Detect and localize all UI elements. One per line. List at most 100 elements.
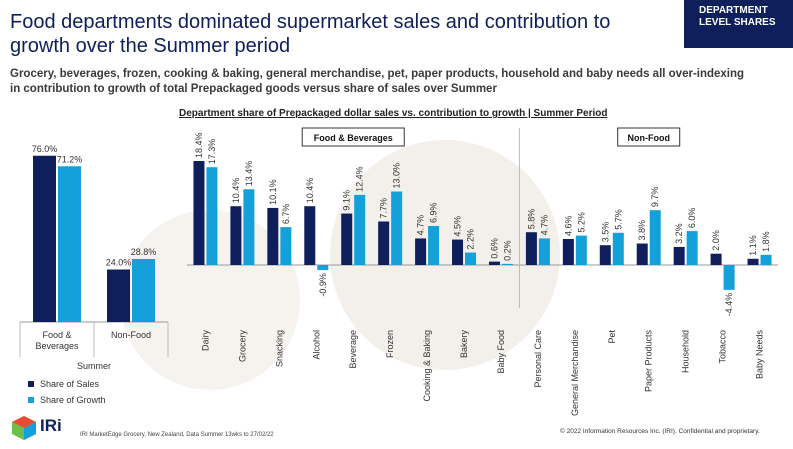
dept-bar-growth	[612, 232, 624, 265]
dept-category-label: Pet	[607, 330, 617, 344]
dept-category-label: Snacking	[274, 330, 284, 367]
dept-category-label: Baby Needs	[755, 330, 765, 380]
dept-label-growth: 12.4%	[355, 166, 365, 192]
dept-label-sales: 4.6%	[563, 215, 573, 236]
dept-label-growth: 2.2%	[466, 229, 476, 250]
legend-item-growth: Share of Growth	[28, 392, 106, 408]
dept-bar-growth	[723, 265, 735, 290]
subtitle-line1: Grocery, beverages, frozen, cooking & ba…	[10, 68, 745, 80]
dept-bar-growth	[391, 191, 403, 265]
section-tag-line2: LEVEL SHARES	[699, 17, 776, 28]
dept-category-label: Personal Care	[533, 330, 543, 388]
summary-bar-sales	[107, 269, 130, 322]
dept-label-sales: 0.6%	[489, 238, 499, 259]
dept-label-sales: 2.0%	[711, 230, 721, 251]
dept-label-sales: 3.8%	[637, 220, 647, 241]
legend-label-sales: Share of Sales	[40, 379, 100, 389]
dept-bar-growth	[501, 263, 513, 265]
legend-item-sales: Share of Sales	[28, 376, 106, 392]
summary-label-sales: 76.0%	[32, 144, 58, 154]
dept-label-growth: 17.3%	[207, 139, 217, 165]
dept-label-growth: 13.0%	[392, 163, 402, 189]
summary-label-growth: 28.8%	[131, 247, 157, 257]
subtitle: Grocery, beverages, frozen, cooking & ba…	[10, 67, 793, 97]
dept-category-label: Alcohol	[311, 330, 321, 360]
dept-label-sales: 18.4%	[194, 132, 204, 158]
legend-label-growth: Share of Growth	[40, 395, 106, 405]
group-label-nonfood: Non-Food	[627, 133, 669, 143]
dept-category-label: Bakery	[459, 330, 469, 359]
dept-label-growth: -4.4%	[724, 293, 734, 317]
dept-category-label: Baby Food	[496, 330, 506, 374]
dept-label-growth: 13.4%	[244, 161, 254, 187]
dept-bar-sales	[636, 243, 648, 265]
copyright-note: © 2022 Information Resources Inc. (IRI).…	[560, 428, 760, 435]
dept-label-growth: 6.9%	[429, 202, 439, 223]
summary-category-label: Non-Food	[111, 330, 151, 340]
dept-category-label: Frozen	[385, 330, 395, 358]
dept-label-sales: 7.7%	[379, 198, 389, 219]
dept-label-sales: 3.2%	[674, 223, 684, 244]
legend-swatch-growth	[28, 397, 34, 403]
dept-bar-sales	[378, 221, 390, 265]
iri-logo-icon	[12, 416, 36, 440]
dept-label-sales: 4.7%	[416, 215, 426, 236]
dept-label-growth: -0.9%	[318, 273, 328, 297]
summary-bar-growth	[132, 259, 155, 322]
dept-bar-sales	[304, 206, 316, 265]
dept-label-sales: 9.1%	[342, 190, 352, 211]
dept-label-growth: 6.7%	[281, 204, 291, 225]
dept-bar-sales	[193, 161, 205, 265]
dept-label-growth: 9.7%	[650, 187, 660, 208]
dept-label-growth: 1.8%	[761, 231, 771, 252]
dept-label-growth: 5.7%	[613, 209, 623, 230]
dept-label-sales: 10.4%	[231, 178, 241, 204]
chart-heading: Department share of Prepackaged dollar s…	[179, 108, 608, 119]
section-tag: DEPARTMENT LEVEL SHARES	[684, 0, 793, 48]
dept-bar-sales	[452, 239, 464, 265]
dept-bar-growth	[575, 235, 587, 265]
dept-label-growth: 6.0%	[687, 208, 697, 229]
dept-label-sales: 4.5%	[453, 216, 463, 237]
dept-bar-sales	[267, 207, 279, 265]
dept-category-label: Cooking & Baking	[422, 330, 432, 402]
dept-bar-sales	[673, 246, 685, 265]
dept-category-label: General Merchandise	[570, 330, 580, 416]
dept-category-label: Dairy	[200, 330, 210, 352]
dept-category-label: Household	[681, 330, 691, 373]
dept-category-label: Grocery	[237, 330, 247, 363]
summary-bar-sales	[33, 155, 56, 322]
dept-bar-sales	[415, 238, 427, 265]
subtitle-line2: in contribution to growth of total Prepa…	[10, 83, 497, 95]
page-title: Food departments dominated supermarket s…	[10, 11, 611, 57]
source-note: IRI MarketEdge Grocery, New Zealand, Dat…	[80, 432, 274, 438]
dept-bar-growth	[317, 265, 329, 271]
dept-bar-growth	[354, 194, 366, 265]
summary-label-growth: 71.2%	[57, 154, 83, 164]
dept-label-sales: 1.1%	[748, 235, 758, 256]
dept-bar-growth	[243, 189, 255, 265]
dept-label-sales: 10.4%	[305, 178, 315, 204]
dept-bar-sales	[341, 213, 353, 265]
dept-bar-growth	[649, 210, 661, 265]
dept-bar-growth	[686, 231, 698, 265]
dept-bar-growth	[760, 254, 772, 265]
dept-label-growth: 5.2%	[576, 212, 586, 233]
dept-bar-sales	[599, 245, 611, 265]
dept-bar-growth	[280, 227, 292, 265]
section-tag-line1: DEPARTMENT	[699, 5, 768, 16]
dept-bar-sales	[747, 258, 759, 265]
dept-label-sales: 10.1%	[268, 179, 278, 205]
dept-bar-sales	[562, 239, 574, 265]
group-box-food	[301, 127, 405, 147]
summary-category-label: Beverages	[35, 341, 79, 351]
dept-category-label: Tobacco	[718, 330, 728, 364]
dept-bar-growth	[428, 226, 440, 265]
group-box-nonfood	[617, 127, 681, 147]
summary-label-sales: 24.0%	[106, 258, 132, 268]
summary-axis-title: Summer	[77, 361, 111, 371]
dept-label-growth: 0.2%	[502, 240, 512, 261]
dept-bar-growth	[206, 167, 218, 265]
dept-label-sales: 5.8%	[526, 209, 536, 230]
